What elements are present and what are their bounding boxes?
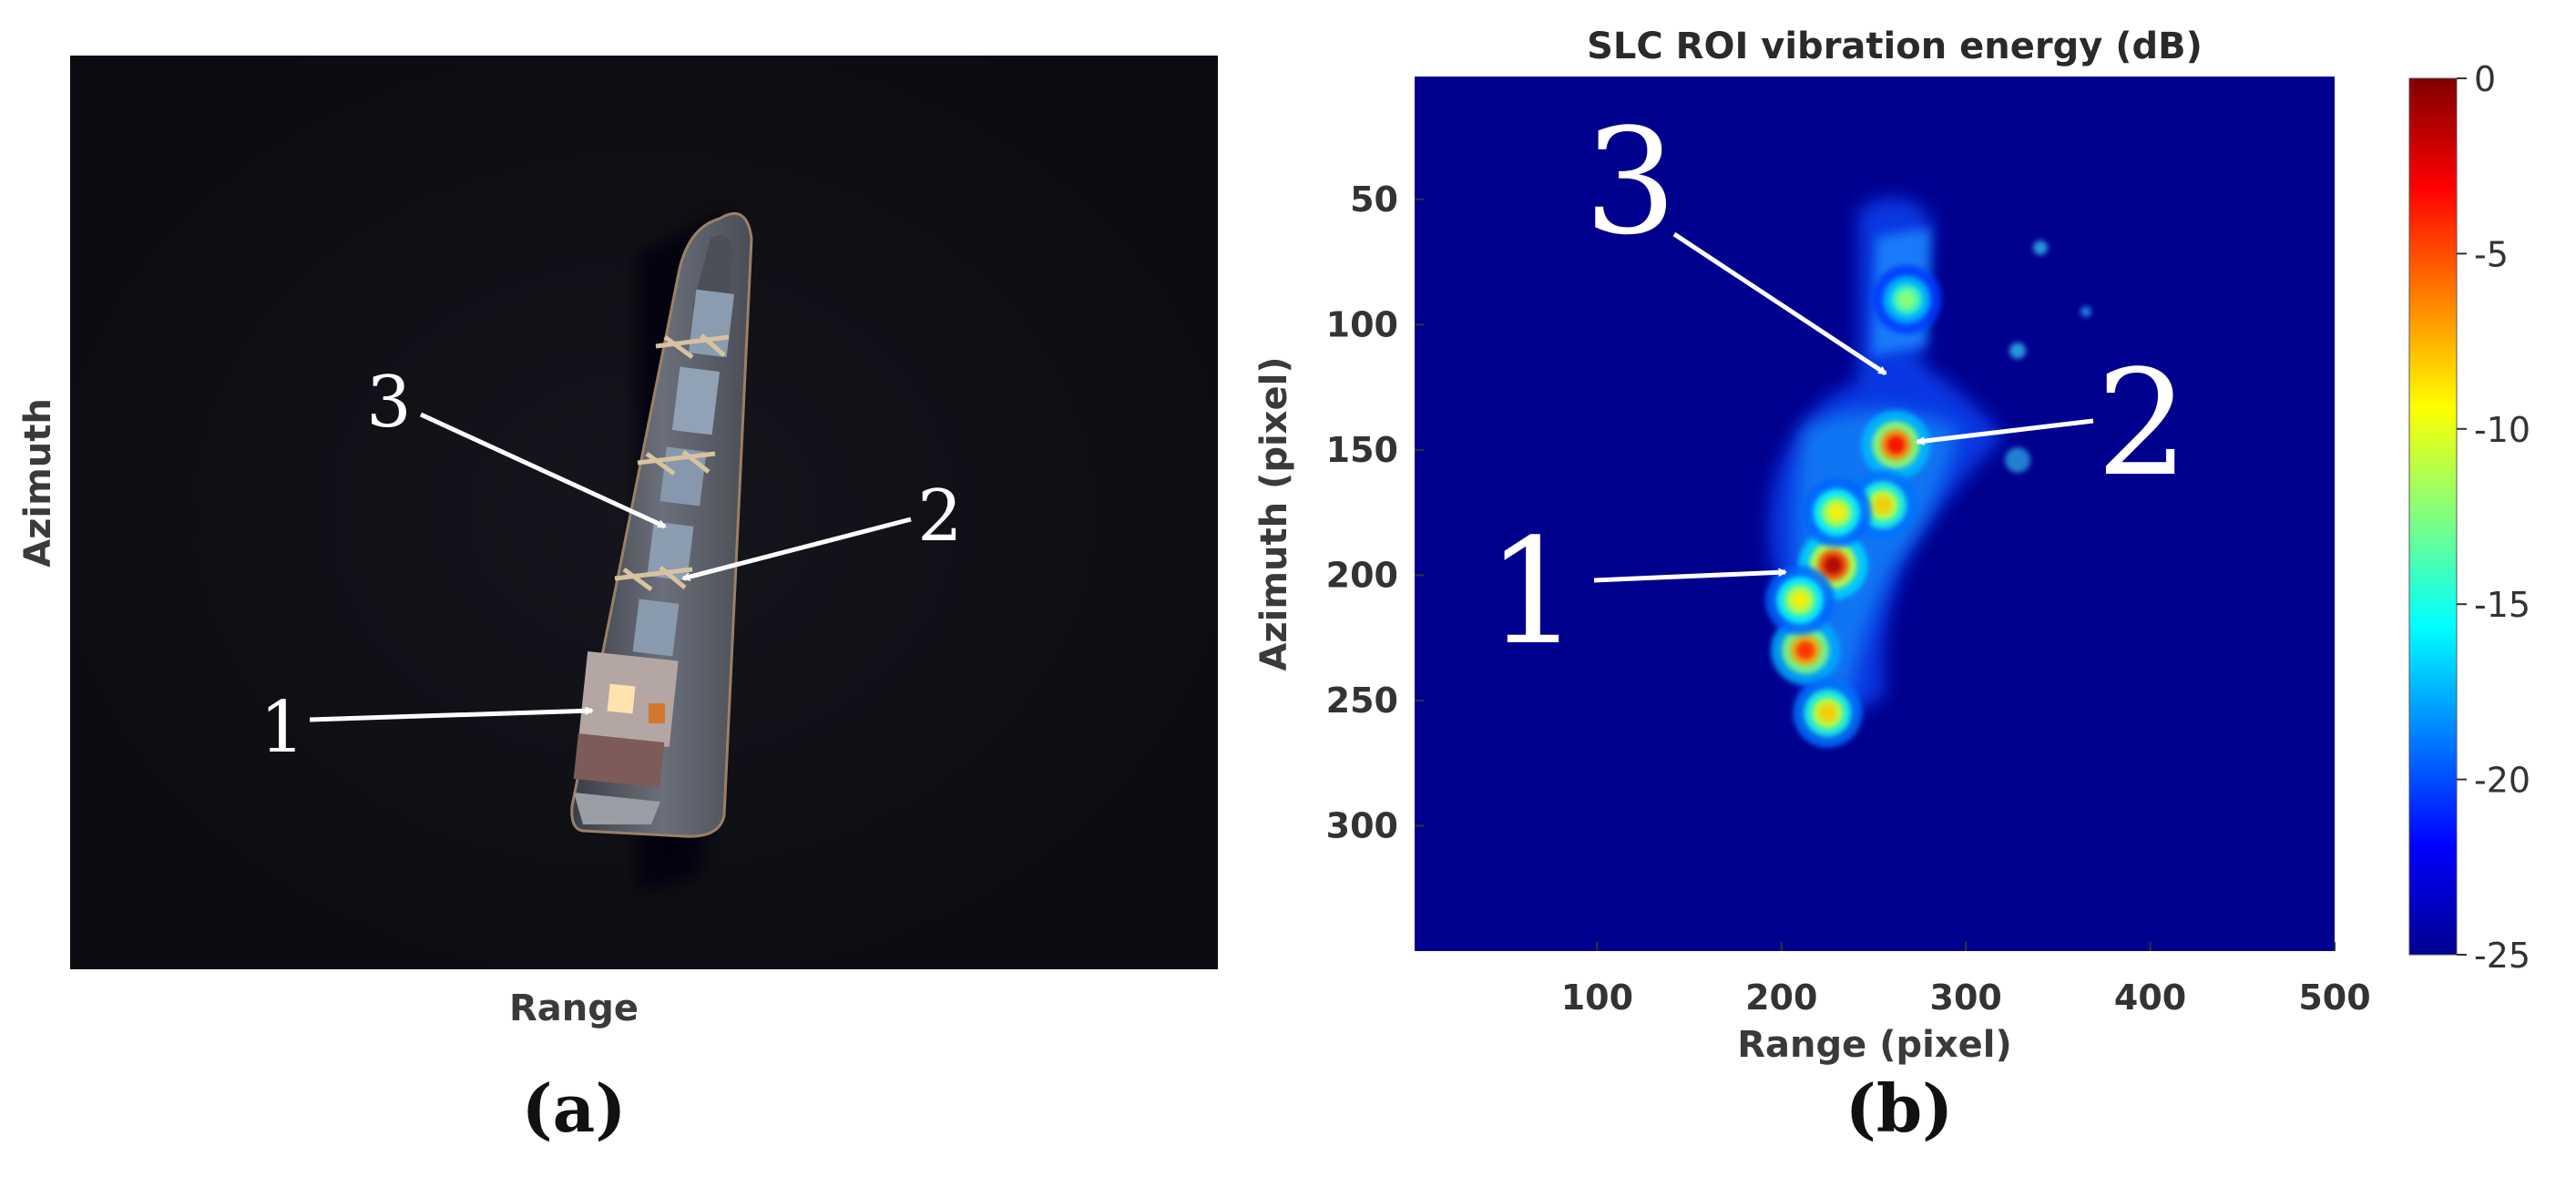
hotspot-1-layer-4: [1824, 556, 1843, 575]
colorbar-gradient: [2408, 77, 2458, 956]
crane-structures: [614, 333, 730, 592]
marker-1-panel-a: 1: [260, 687, 305, 769]
panel-b-caption: (b): [1845, 1070, 1953, 1147]
hotspot-2-layer-4: [1796, 640, 1815, 660]
colorbar-ticks: 0 -5 -10 -15 -20 -25: [2457, 59, 2530, 976]
marker-2-panel-a: 2: [917, 476, 963, 558]
colorbar: 0 -5 -10 -15 -20 -25: [2408, 59, 2530, 976]
y-tick-label-100: 100: [1326, 304, 1398, 344]
y-tick-label-200: 200: [1326, 555, 1398, 595]
arrow-2-panel-a: [683, 517, 912, 578]
arrow-1-panel-a: [309, 711, 592, 722]
panel-a-xlabel: Range: [509, 988, 639, 1029]
hotspot-7-layer-4: [1827, 503, 1846, 522]
panel-a-ylabel: Azimuth: [17, 398, 59, 568]
x-tick-label-500: 500: [2298, 977, 2370, 1018]
x-axis-ticks: 100 200 300 400 500: [1561, 942, 2371, 1018]
panel-b-heatmap: SLC ROI vibration energy (dB) 1 2 3 100 2…: [1253, 26, 2371, 1066]
marker-3-panel-b: 3: [1584, 97, 1677, 267]
heatmap-xlabel: Range (pixel): [1737, 1024, 2012, 1066]
heatmap-ylabel: Azimuth (pixel): [1253, 356, 1295, 670]
hotspot-5-layer-4: [1791, 590, 1810, 609]
marker-3-panel-a: 3: [366, 362, 412, 444]
y-axis-ticks: 50 100 150 200 250 300: [1326, 179, 1424, 845]
arrow-3-panel-a: [419, 412, 665, 529]
hotspot-8-layer-4: [1897, 290, 1917, 309]
hotspot-3-layer-4: [1886, 435, 1906, 455]
panel-a-arrows: [309, 412, 912, 722]
arrow-3-panel-b: [1672, 231, 1886, 376]
colorbar-tick-label-0: 0: [2474, 59, 2496, 99]
x-tick-label-400: 400: [2114, 977, 2186, 1018]
marker-2-panel-b: 2: [2096, 338, 2189, 508]
arrow-2-panel-b: [1917, 418, 2094, 442]
x-tick-label-300: 300: [1930, 977, 2002, 1018]
x-tick-label-200: 200: [1745, 977, 1817, 1018]
colorbar-tick-label--15: -15: [2474, 585, 2530, 625]
y-tick-label-150: 150: [1326, 430, 1398, 470]
hotspot-marks: [1765, 264, 1942, 748]
arrow-1-panel-b: [1593, 572, 1785, 583]
panel-b-arrows: [1593, 231, 2094, 583]
colorbar-tick-label--20: -20: [2474, 761, 2530, 801]
hotspot-6-layer-4: [1874, 496, 1893, 515]
panel-a-caption: (a): [522, 1070, 627, 1147]
colorbar-tick-label--25: -25: [2474, 936, 2530, 976]
y-tick-label-50: 50: [1350, 179, 1398, 220]
panel-a-optical-image: 1 2 3: [70, 56, 1218, 969]
y-tick-label-250: 250: [1326, 681, 1398, 721]
x-tick-label-100: 100: [1561, 977, 1633, 1018]
marker-1-panel-b: 1: [1487, 507, 1579, 677]
y-tick-label-300: 300: [1326, 805, 1398, 845]
colorbar-tick-label--5: -5: [2474, 234, 2509, 274]
heatmap-title: SLC ROI vibration energy (dB): [1587, 26, 2203, 67]
colorbar-tick-label--10: -10: [2474, 410, 2530, 450]
hotspot-4-layer-4: [1818, 703, 1837, 722]
